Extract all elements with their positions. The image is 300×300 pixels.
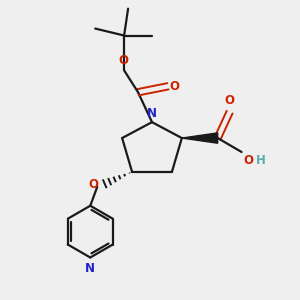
- Text: O: O: [244, 154, 254, 167]
- Polygon shape: [182, 133, 218, 143]
- Text: N: N: [85, 262, 95, 275]
- Text: O: O: [169, 80, 179, 93]
- Text: H: H: [256, 154, 266, 167]
- Text: O: O: [118, 54, 128, 68]
- Text: O: O: [88, 178, 98, 191]
- Text: N: N: [147, 106, 157, 120]
- Text: O: O: [225, 94, 235, 107]
